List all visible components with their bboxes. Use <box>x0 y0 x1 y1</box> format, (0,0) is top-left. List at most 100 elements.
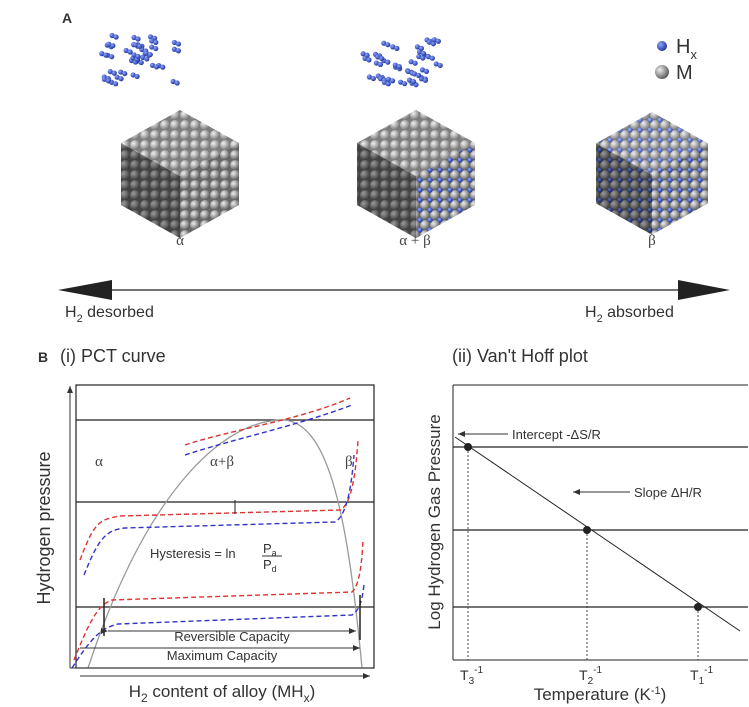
h-atom <box>144 56 149 61</box>
tick-sup: -1 <box>474 665 483 676</box>
t: P <box>263 541 272 556</box>
region-label: α+β <box>210 454 234 470</box>
vh-x-label: Temperature (K-1) <box>534 685 667 704</box>
h-atom <box>154 64 159 69</box>
fit-line <box>455 437 740 631</box>
h-atom <box>421 51 426 56</box>
t-sup: -1 <box>651 685 661 697</box>
tick-sub: 1 <box>699 676 705 687</box>
h-atom <box>385 60 390 65</box>
h-atom <box>109 54 114 59</box>
h-atom <box>420 55 425 60</box>
h-atom <box>153 40 158 45</box>
pct-x-label: H2 content of alloy (MHx) <box>129 682 316 705</box>
h-atom <box>106 78 111 83</box>
tick-sup: -1 <box>593 665 602 676</box>
t: desorbed <box>83 304 154 321</box>
intercept-label: Intercept -ΔS/R <box>512 427 601 442</box>
legend-h: Hx <box>676 36 697 62</box>
h-atom <box>436 39 441 44</box>
h-atom <box>122 71 127 76</box>
legend-m-dot <box>655 65 669 79</box>
h-atom <box>135 54 140 59</box>
h-atom <box>402 81 407 86</box>
tick-sub: 3 <box>469 676 475 687</box>
h-atom <box>113 81 118 86</box>
h-atom <box>110 43 115 48</box>
h-atom <box>103 53 108 58</box>
h-atom <box>413 61 418 66</box>
h-atom <box>411 79 416 84</box>
h-atom <box>153 46 158 51</box>
x-tick-label: T3-1 <box>460 665 483 687</box>
legend-sub: x <box>690 47 697 62</box>
pct-plot: α α+β β Hysteresis = ln Pa Pd Reversible… <box>34 385 374 705</box>
t: ) <box>661 685 667 704</box>
h-atom <box>438 63 443 68</box>
h-atom <box>397 64 402 69</box>
h-atom <box>416 73 421 78</box>
page: {"panel_a": {"label": "A", "legend": [{"… <box>0 0 749 707</box>
t: H <box>585 304 597 321</box>
point <box>694 603 702 611</box>
h-atom <box>394 46 399 51</box>
h-atom <box>390 78 395 83</box>
vanthoff-title: (ii) Van't Hoff plot <box>452 346 588 366</box>
h-atom <box>424 69 429 74</box>
h-atom <box>113 34 118 39</box>
h-atom <box>118 76 123 81</box>
point <box>464 443 472 451</box>
x-ticks: T3-1 T2-1 T1-1 <box>460 665 713 687</box>
h-atom <box>379 56 384 61</box>
x-tick-label: T2-1 <box>579 665 602 687</box>
slope-label: Slope ΔH/R <box>634 485 702 500</box>
h-atom <box>385 42 390 47</box>
phase-label: α + β <box>399 233 430 249</box>
panel-label: A <box>62 10 72 26</box>
h-atom <box>175 80 180 85</box>
h-atom <box>371 76 376 81</box>
legend-text: H <box>676 36 690 58</box>
figure: A Hx M α α + β β H2 desorbed H2 absorbed… <box>0 0 749 707</box>
arrow-head-left <box>58 280 112 300</box>
plot-frame <box>76 385 374 668</box>
h-atom <box>378 62 383 67</box>
legend-h-dot <box>657 41 667 51</box>
h-atom <box>366 57 371 62</box>
t: content of alloy (MH <box>148 682 304 701</box>
arrow-head-right <box>678 280 730 300</box>
h-atom <box>419 46 424 51</box>
frac-num: Pa <box>263 541 277 558</box>
frac-den: Pd <box>263 557 277 574</box>
t: H <box>129 682 141 701</box>
t: ) <box>310 682 316 701</box>
h-atom <box>148 52 153 57</box>
point <box>583 526 591 534</box>
hysteresis-label: Hysteresis = ln <box>150 546 236 561</box>
h-atom <box>176 48 181 53</box>
t-sub: d <box>272 564 277 574</box>
absorbed-label: H2 absorbed <box>585 304 674 325</box>
panel-label: B <box>38 349 48 365</box>
h-atom <box>160 65 165 70</box>
cubes <box>99 33 708 238</box>
x-tick-label: T1-1 <box>690 665 713 687</box>
vh-y-label: Log Hydrogen Gas Pressure <box>425 414 444 629</box>
legend-m: M <box>676 62 693 84</box>
t: Temperature (K <box>534 685 652 704</box>
t: H <box>65 304 77 321</box>
maximum-label: Maximum Capacity <box>167 648 278 663</box>
h-atom <box>135 74 140 79</box>
pct-y-label: Hydrogen pressure <box>34 451 54 604</box>
h-atom <box>423 78 428 83</box>
pct-title: (i) PCT curve <box>60 346 166 366</box>
region-label: α <box>95 454 103 470</box>
region-label: β <box>345 454 353 470</box>
phase-label: β <box>648 233 656 249</box>
reversible-label: Reversible Capacity <box>174 629 290 644</box>
h-atom <box>135 36 140 41</box>
h-atom <box>386 81 391 86</box>
vanthoff-plot: Intercept -ΔS/R Slope ΔH/R T3-1T2-1T1-1 … <box>425 385 748 704</box>
phase-label: α <box>176 233 184 249</box>
tick-sup: -1 <box>704 665 713 676</box>
